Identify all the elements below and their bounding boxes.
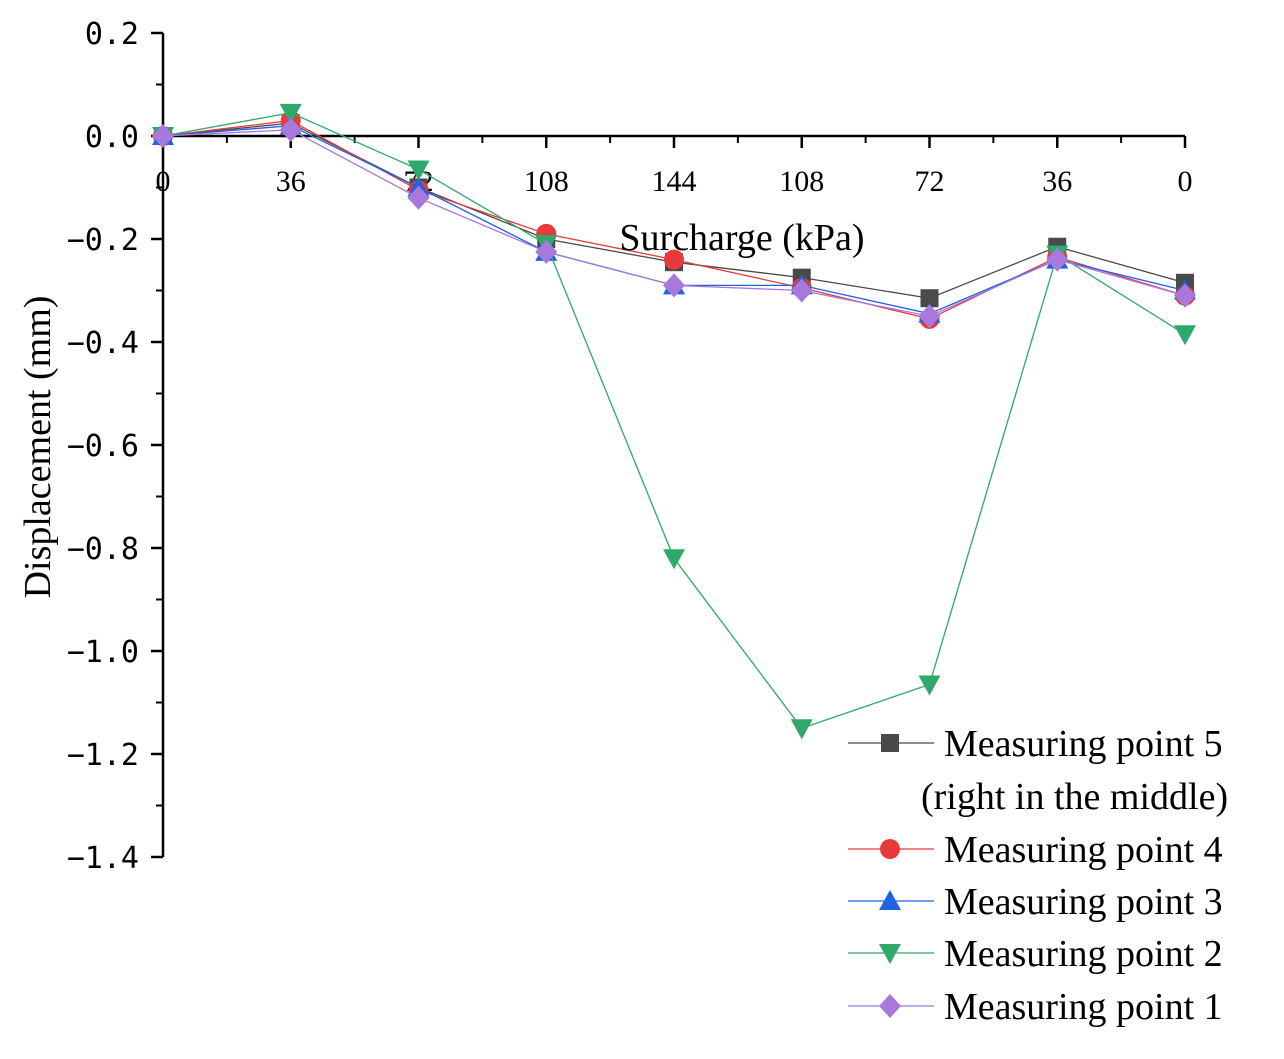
data-point bbox=[1174, 325, 1196, 346]
y-tick-label: 0.0 bbox=[85, 120, 139, 155]
data-point bbox=[152, 124, 174, 148]
data-point bbox=[407, 160, 430, 181]
x-tick-label: 36 bbox=[276, 165, 306, 198]
data-point bbox=[279, 117, 302, 142]
legend-label: Measuring point 2 bbox=[944, 933, 1223, 975]
data-point bbox=[790, 278, 813, 303]
legend-item-measuring-point-4: Measuring point 4 bbox=[848, 829, 1223, 871]
legend-label: Measuring point 1 bbox=[944, 986, 1223, 1028]
y-tick-label: −0.6 bbox=[67, 429, 139, 464]
x-tick-label: 36 bbox=[1042, 165, 1072, 198]
x-tick-label: 144 bbox=[652, 165, 697, 198]
data-point bbox=[1046, 247, 1069, 272]
data-point bbox=[279, 103, 302, 124]
y-tick-label: 0.2 bbox=[85, 17, 139, 52]
y-tick-label: −1.4 bbox=[67, 841, 139, 876]
legend-swatch-marker bbox=[881, 734, 899, 752]
x-tick-label: 108 bbox=[779, 165, 824, 198]
legend-label: Measuring point 3 bbox=[944, 881, 1223, 923]
legend-swatch-marker bbox=[879, 994, 901, 1018]
y-tick-label: −1.0 bbox=[67, 635, 139, 670]
legend-item-measuring-point-2: Measuring point 2 bbox=[848, 933, 1223, 975]
y-tick-label: −1.2 bbox=[67, 738, 139, 773]
x-tick-label: 0 bbox=[1178, 165, 1193, 198]
data-point bbox=[663, 273, 685, 298]
x-tick-label: 72 bbox=[915, 165, 945, 198]
data-point bbox=[535, 239, 558, 264]
legend-item-measuring-point-5: Measuring point 5 (right in the middle) bbox=[848, 723, 1228, 818]
y-tick-label: −0.8 bbox=[67, 532, 139, 567]
legend-item-measuring-point-1: Measuring point 1 bbox=[848, 986, 1223, 1028]
data-point bbox=[664, 249, 684, 270]
data-point bbox=[407, 185, 430, 210]
series-measuring-point-2 bbox=[152, 103, 1196, 740]
legend-swatch-marker bbox=[879, 944, 901, 964]
series-layer bbox=[152, 103, 1196, 740]
data-point bbox=[920, 289, 939, 308]
legend-label-line2: (right in the middle) bbox=[921, 776, 1228, 818]
y-tick-label: −0.4 bbox=[67, 326, 139, 361]
legend-item-measuring-point-3: Measuring point 3 bbox=[848, 881, 1223, 923]
data-point bbox=[1174, 283, 1196, 308]
legend: Measuring point 5(right in the middle)Me… bbox=[848, 723, 1228, 1028]
data-point bbox=[918, 304, 941, 329]
legend-label: Measuring point 4 bbox=[944, 829, 1223, 871]
legend-label: Measuring point 5 bbox=[944, 723, 1223, 765]
x-tick-label: 108 bbox=[524, 165, 569, 198]
data-point bbox=[663, 549, 685, 570]
data-point bbox=[790, 719, 813, 740]
data-point bbox=[918, 675, 941, 696]
chart-axes: 0.2 0.0 −0.2 −0.4 −0.6 −0.8 −1.0 −1.2 −1.4 0 36 72 1… bbox=[67, 17, 1193, 876]
series-line bbox=[162, 112, 1186, 730]
series-measuring-point-1 bbox=[152, 117, 1196, 329]
legend-swatch-marker bbox=[880, 839, 900, 859]
x-axis-label: Surcharge (kPa) bbox=[619, 217, 864, 259]
series-line bbox=[162, 122, 1186, 299]
legend-swatch-marker bbox=[879, 890, 901, 910]
x-tick-label: 0 bbox=[156, 165, 171, 198]
y-axis-label: Displacement (mm) bbox=[17, 296, 59, 599]
y-tick-label: −0.2 bbox=[67, 223, 139, 258]
